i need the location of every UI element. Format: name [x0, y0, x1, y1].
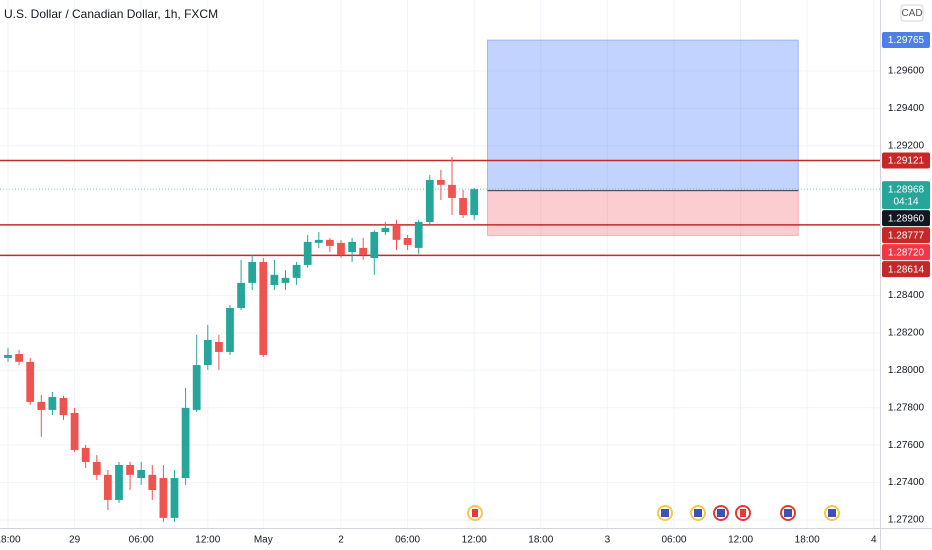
- x-tick-label: 06:00: [129, 535, 154, 546]
- candle-body: [104, 474, 112, 500]
- candle-body: [425, 179, 434, 222]
- candle-body: [26, 361, 35, 402]
- y-tick-label: 1.27400: [888, 477, 925, 488]
- candle-body: [159, 478, 168, 518]
- price-label: 1.28960: [888, 213, 925, 224]
- x-tick-label: 12:00: [195, 535, 220, 546]
- candle-body: [348, 241, 356, 253]
- price-label-box: [882, 181, 930, 210]
- axes: 1.27200 1.27400 1.27600 1.27800 1.28000 1.282…: [0, 32, 930, 546]
- candle-body: [270, 274, 279, 285]
- flag: [784, 509, 792, 517]
- x-tick-label: 06:00: [395, 535, 420, 546]
- candle-body: [37, 401, 46, 410]
- x-tick-label: 18:00: [0, 535, 21, 546]
- price-label: 1.28968: [888, 184, 925, 195]
- price-label-box: [882, 152, 930, 169]
- price-label-box: [882, 244, 930, 261]
- x-tick-label: 12:00: [462, 535, 487, 546]
- candle-body: [403, 237, 412, 245]
- candle-body: [181, 407, 190, 479]
- candle-body: [237, 282, 245, 308]
- price-label: 1.28777: [888, 230, 925, 241]
- flag: [740, 509, 746, 517]
- event-icons: [467, 505, 840, 521]
- y-tick-label: 1.28200: [888, 327, 925, 338]
- candle-body: [470, 189, 479, 215]
- candle-body: [259, 261, 268, 355]
- candle-body: [170, 478, 179, 518]
- y-tick-label: 1.28000: [888, 365, 925, 376]
- price-label-box: [882, 227, 930, 244]
- y-tick-label: 1.27200: [888, 515, 925, 526]
- plot: [0, 39, 880, 523]
- x-tick-label: 18:00: [528, 535, 553, 546]
- candle-body: [115, 464, 123, 500]
- candle-body: [192, 365, 201, 410]
- candle-body: [303, 241, 312, 265]
- candle-body: [59, 397, 68, 415]
- countdown: 04:14: [893, 196, 918, 207]
- candle-body: [92, 461, 101, 475]
- price-label: 1.28720: [888, 247, 925, 258]
- flag: [717, 509, 725, 517]
- candle-body: [226, 307, 234, 352]
- price-label: 1.29765: [888, 35, 925, 46]
- candle-body: [126, 464, 134, 475]
- candle-body: [15, 353, 23, 362]
- candle-body: [81, 447, 90, 462]
- x-tick-label: 29: [69, 535, 81, 546]
- price-label-box: [882, 261, 930, 278]
- candle-body: [137, 469, 146, 479]
- x-tick-label: 18:00: [795, 535, 820, 546]
- x-tick-label: 4: [871, 535, 877, 546]
- y-tick-label: 1.29600: [888, 66, 925, 77]
- x-tick-label: 12:00: [728, 535, 753, 546]
- flag: [694, 509, 702, 517]
- candle-body: [414, 221, 423, 248]
- flag: [828, 509, 836, 517]
- y-tick-label: 1.29200: [888, 140, 925, 151]
- price-label-box: [882, 32, 930, 49]
- candle-body: [70, 412, 79, 450]
- candle-body: [381, 227, 390, 233]
- candle-body: [459, 197, 467, 215]
- candle-body: [248, 261, 257, 283]
- x-tick-label: 06:00: [661, 535, 686, 546]
- price-label: 1.29121: [888, 156, 925, 167]
- candle-body: [392, 224, 401, 240]
- x-tick-label: 3: [605, 535, 611, 546]
- candle-body: [203, 339, 212, 366]
- x-tick-label: 2: [338, 535, 344, 546]
- candle-body: [4, 354, 12, 358]
- candle-body: [337, 242, 345, 256]
- candle-body: [370, 232, 379, 259]
- candle-body: [448, 184, 456, 198]
- candle-body: [437, 179, 445, 185]
- candle-body: [48, 397, 57, 410]
- candle-body: [281, 277, 290, 283]
- y-tick-label: 1.27600: [888, 440, 925, 451]
- price-label: 1.28614: [888, 264, 925, 275]
- y-tick-label: 1.29400: [888, 103, 925, 114]
- candle-body: [326, 239, 334, 246]
- currency[interactable]: CAD: [901, 8, 922, 19]
- y-tick-label: 1.27800: [888, 402, 925, 413]
- candle-body: [215, 342, 223, 352]
- candle-body: [148, 474, 157, 491]
- chart-title: U.S. Dollar / Canadian Dollar, 1h, FXCM: [4, 7, 218, 21]
- y-tick-label: 1.28400: [888, 290, 925, 301]
- x-tick-label: May: [254, 535, 273, 546]
- flag: [661, 509, 669, 517]
- target-zone: [487, 39, 799, 192]
- currency-badge[interactable]: [900, 4, 924, 22]
- flag: [472, 509, 478, 517]
- price-label-box: [882, 210, 930, 227]
- candle-body: [292, 264, 301, 278]
- stop-zone: [487, 190, 799, 237]
- candle-body: [314, 239, 323, 243]
- candle-body: [359, 247, 368, 256]
